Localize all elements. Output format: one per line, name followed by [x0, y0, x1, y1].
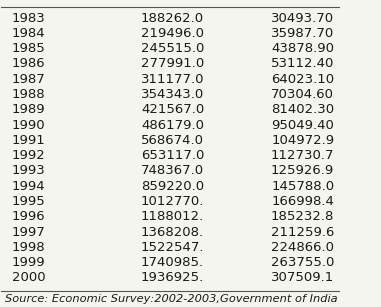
Text: 277991.0: 277991.0 [141, 57, 204, 71]
Text: 1988: 1988 [11, 88, 45, 101]
Text: 188262.0: 188262.0 [141, 12, 204, 25]
Text: 1984: 1984 [11, 27, 45, 40]
Text: 185232.8: 185232.8 [271, 210, 334, 223]
Text: 1936925.: 1936925. [141, 271, 204, 285]
Text: 354343.0: 354343.0 [141, 88, 204, 101]
Text: 112730.7: 112730.7 [271, 149, 334, 162]
Text: 125926.9: 125926.9 [271, 165, 334, 177]
Text: 568674.0: 568674.0 [141, 134, 204, 147]
Text: 166998.4: 166998.4 [271, 195, 334, 208]
Text: 1986: 1986 [11, 57, 45, 71]
Text: 1188012.: 1188012. [141, 210, 204, 223]
Text: 1990: 1990 [11, 119, 45, 132]
Text: 1740985.: 1740985. [141, 256, 204, 269]
Text: 263755.0: 263755.0 [271, 256, 334, 269]
Text: 748367.0: 748367.0 [141, 165, 204, 177]
Text: 70304.60: 70304.60 [271, 88, 334, 101]
Text: 219496.0: 219496.0 [141, 27, 204, 40]
Text: 145788.0: 145788.0 [271, 180, 334, 193]
Text: 224866.0: 224866.0 [271, 241, 334, 254]
Text: 1996: 1996 [11, 210, 45, 223]
Text: 53112.40: 53112.40 [271, 57, 334, 71]
Text: 311177.0: 311177.0 [141, 73, 204, 86]
Text: Source: Economic Survey:2002-2003,Government of India: Source: Economic Survey:2002-2003,Govern… [5, 294, 338, 304]
Text: 211259.6: 211259.6 [271, 226, 334, 239]
Text: 1985: 1985 [11, 42, 45, 55]
Text: 1991: 1991 [11, 134, 45, 147]
Text: 1989: 1989 [11, 103, 45, 116]
Text: 1999: 1999 [11, 256, 45, 269]
Text: 1995: 1995 [11, 195, 45, 208]
Text: 1983: 1983 [11, 12, 45, 25]
Text: 1998: 1998 [11, 241, 45, 254]
Text: 307509.1: 307509.1 [271, 271, 334, 285]
Text: 95049.40: 95049.40 [271, 119, 334, 132]
Text: 30493.70: 30493.70 [271, 12, 334, 25]
Text: 1992: 1992 [11, 149, 45, 162]
Text: 43878.90: 43878.90 [271, 42, 334, 55]
Text: 1997: 1997 [11, 226, 45, 239]
Text: 245515.0: 245515.0 [141, 42, 204, 55]
Text: 104972.9: 104972.9 [271, 134, 334, 147]
Text: 64023.10: 64023.10 [271, 73, 334, 86]
Text: 1993: 1993 [11, 165, 45, 177]
Text: 35987.70: 35987.70 [271, 27, 334, 40]
Text: 1368208.: 1368208. [141, 226, 204, 239]
Text: 1987: 1987 [11, 73, 45, 86]
Text: 1012770.: 1012770. [141, 195, 204, 208]
Text: 653117.0: 653117.0 [141, 149, 204, 162]
Text: 81402.30: 81402.30 [271, 103, 334, 116]
Text: 859220.0: 859220.0 [141, 180, 204, 193]
Text: 1522547.: 1522547. [141, 241, 204, 254]
Text: 1994: 1994 [11, 180, 45, 193]
Text: 2000: 2000 [11, 271, 45, 285]
Text: 421567.0: 421567.0 [141, 103, 204, 116]
Text: 486179.0: 486179.0 [141, 119, 204, 132]
